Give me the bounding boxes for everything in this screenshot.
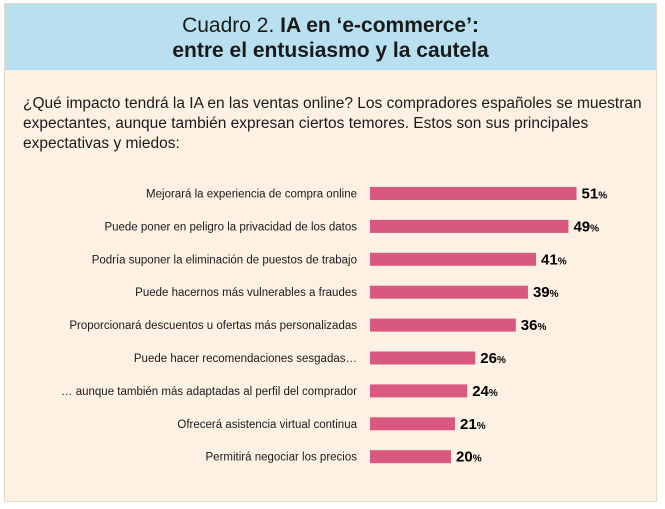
bar [370, 187, 577, 200]
category-label: Ofrecerá asistencia virtual continua [177, 419, 357, 431]
bar [370, 219, 569, 233]
figure-title-line1: Cuadro 2. IA en ‘e-commerce’: [5, 14, 656, 38]
data-label: 36% [521, 317, 547, 334]
category-label: Puede poner en peligro la privacidad de … [104, 221, 357, 233]
data-label: 51% [582, 186, 608, 203]
data-label: 49% [573, 218, 599, 235]
bar [370, 285, 528, 299]
category-label: Permitirá negociar los precios [206, 452, 358, 464]
figure-number: Cuadro 2. [182, 14, 275, 37]
bar [370, 351, 476, 365]
data-label: 21% [460, 416, 486, 433]
data-label: 20% [456, 449, 482, 466]
bar [370, 252, 537, 266]
intro-text: ¿Qué impacto tendrá la IA en las ventas … [23, 95, 642, 152]
bar [370, 384, 468, 398]
figure-header: Cuadro 2. IA en ‘e-commerce’: entre el e… [5, 4, 656, 70]
category-label: Puede hacer recomendaciones sesgadas… [134, 353, 357, 365]
category-label: Podría suponer la eliminación de puestos… [92, 254, 357, 266]
bar [370, 417, 456, 431]
bar [370, 318, 516, 332]
data-label: 39% [533, 284, 559, 301]
figure-panel: Cuadro 2. IA en ‘e-commerce’: entre el e… [4, 3, 657, 502]
figure-title-bold: IA en ‘e-commerce’: [280, 14, 479, 37]
data-label: 41% [541, 251, 567, 268]
category-label: Mejorará la experiencia de compra online [146, 189, 357, 201]
figure-title-line2: entre el entusiasmo y la cautela [172, 39, 489, 62]
category-label: … aunque también más adaptadas al perfil… [61, 386, 357, 398]
data-label: 24% [472, 383, 498, 400]
category-label: Proporcionará descuentos u ofertas más p… [69, 320, 357, 332]
category-label: Puede hacernos más vulnerables a fraudes [135, 287, 357, 299]
bar [370, 450, 451, 464]
data-label: 26% [480, 350, 506, 367]
